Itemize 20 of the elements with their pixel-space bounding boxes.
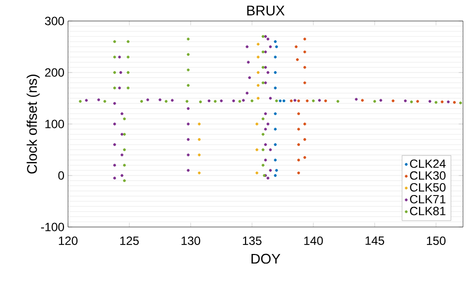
y-axis-title: Clock offset (ns) xyxy=(26,74,40,174)
x-tick-label: 140 xyxy=(304,236,323,245)
x-tick-label: 145 xyxy=(366,236,384,245)
y-tick-label: 0 xyxy=(58,171,64,180)
y-tick-label: 200 xyxy=(45,68,64,77)
legend-label: CLK24 xyxy=(410,159,446,168)
x-tick-label: 130 xyxy=(182,236,200,245)
x-tick-label: 135 xyxy=(242,236,262,245)
chart-title: BRUX xyxy=(247,6,285,16)
y-tick-label: 300 xyxy=(44,16,64,26)
x-tick-label: 125 xyxy=(120,236,139,245)
legend-label: CLK81 xyxy=(410,206,446,216)
legend-label: CLK30 xyxy=(410,171,446,180)
legend-label: CLK71 xyxy=(410,194,446,204)
x-tick-label: 150 xyxy=(426,236,446,245)
x-tick-label: 120 xyxy=(58,236,78,245)
legend-label: CLK50 xyxy=(410,183,446,192)
x-axis-title: DOY xyxy=(252,254,280,264)
y-tick-label: 100 xyxy=(45,120,64,128)
y-tick-label: -100 xyxy=(41,222,64,232)
